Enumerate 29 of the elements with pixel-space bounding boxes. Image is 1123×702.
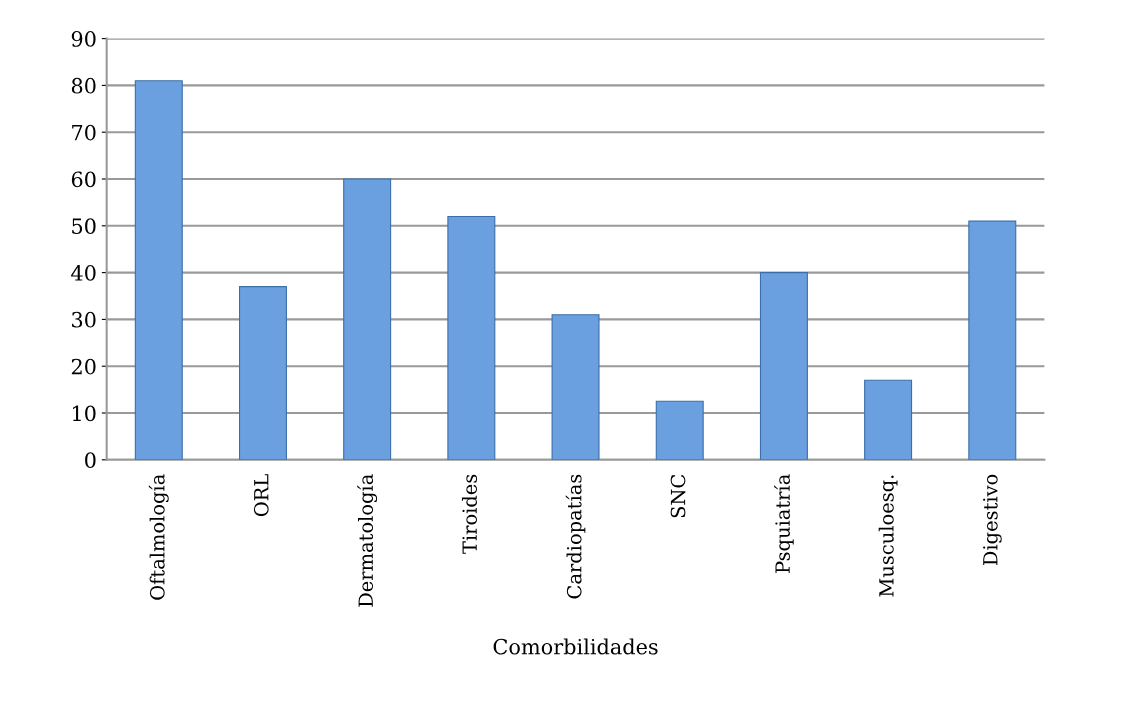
x-tick-label: SNC — [670, 474, 686, 518]
x-tick-label: Digestivo — [983, 474, 1002, 566]
bar — [864, 379, 913, 460]
y-tick-label: 40 — [71, 265, 96, 281]
y-tick-label: 80 — [71, 77, 96, 94]
bar — [238, 286, 287, 460]
x-tick-label: Cardiopatías — [565, 474, 586, 599]
y-tick-label: 10 — [72, 405, 96, 422]
x-tick-label: Dermatología — [357, 474, 378, 607]
bar — [968, 220, 1017, 460]
x-axis-title: Comorbilidades — [493, 638, 658, 655]
bar — [551, 314, 600, 460]
bar — [655, 400, 704, 460]
bar — [759, 272, 808, 460]
x-tick-label: ORL — [253, 474, 269, 517]
x-tick-label: Tiroides — [461, 474, 477, 554]
y-tick-label: 90 — [71, 31, 96, 47]
x-tick-label: Oftalmología — [148, 474, 169, 600]
x-tick-label: Musculoesq. — [878, 475, 898, 597]
y-tick-label: 30 — [72, 311, 96, 328]
bar — [343, 178, 392, 460]
x-tick-label: Psquiatría — [774, 474, 794, 573]
y-tick-label: 0 — [85, 452, 96, 469]
bar — [447, 215, 496, 460]
y-tick-label: 60 — [71, 171, 96, 188]
y-tick-label: 50 — [72, 218, 96, 235]
y-tick-label: 70 — [72, 124, 96, 141]
y-tick-label: 20 — [71, 358, 96, 375]
bar — [134, 80, 183, 460]
